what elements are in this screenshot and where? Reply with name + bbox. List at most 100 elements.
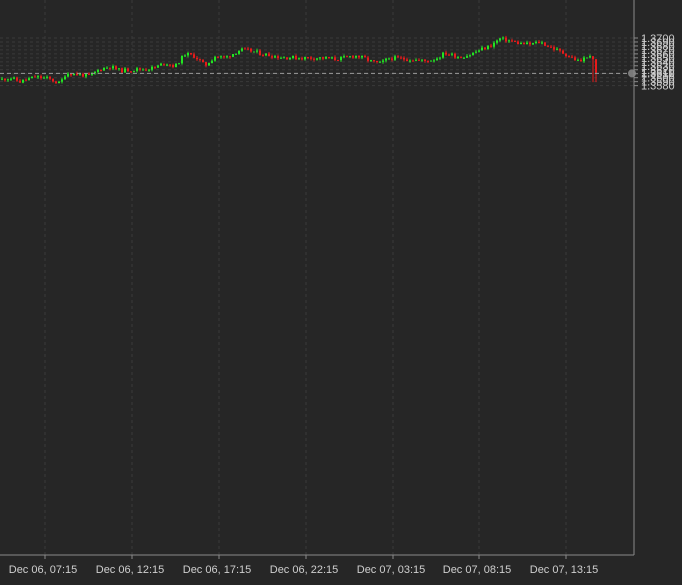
candle-body <box>385 58 387 61</box>
candle-body <box>193 54 195 58</box>
candle-body <box>103 67 105 71</box>
y-tick-label: 1.3680 <box>641 41 675 53</box>
candle-body <box>73 73 75 76</box>
candle-body <box>448 54 450 56</box>
candle-body <box>265 53 267 56</box>
candle-body <box>346 56 348 58</box>
candle-body <box>46 76 48 78</box>
candle-body <box>145 69 147 71</box>
candle-body <box>331 57 333 59</box>
y-tick-label: 1.3670 <box>641 45 675 57</box>
candle-body <box>502 37 504 39</box>
candle-body <box>277 56 279 59</box>
candle-body <box>334 57 336 60</box>
candle-body <box>76 73 78 75</box>
candle-body <box>139 68 141 70</box>
candle-body <box>16 77 18 81</box>
candle-body <box>559 48 561 51</box>
y-tick-labels: 1.35801.35901.36001.36101.36201.36301.36… <box>634 33 675 93</box>
candle-body <box>370 60 372 62</box>
y-tick-label: 1.3700 <box>641 33 675 45</box>
candle-body <box>358 55 360 58</box>
candle-body <box>412 60 414 62</box>
candle-body <box>58 81 60 84</box>
candle-body <box>313 58 315 60</box>
candle-body <box>310 57 312 59</box>
candle-body <box>40 76 42 79</box>
candle-body <box>547 45 549 47</box>
candle-body <box>511 40 513 42</box>
candle-body <box>280 57 282 59</box>
candle-body <box>454 53 456 58</box>
candle-body <box>535 41 537 44</box>
candle-body <box>499 38 501 41</box>
candle-body <box>136 68 138 71</box>
candle-body <box>292 55 294 58</box>
candle-body <box>421 59 423 61</box>
candle-body <box>214 56 216 61</box>
candle-body <box>163 63 165 65</box>
grid <box>0 0 634 555</box>
candle-body <box>19 80 21 83</box>
candle-body <box>316 58 318 60</box>
candle-body <box>130 71 132 73</box>
candle-body <box>250 48 252 52</box>
y-tick-label: 1.3650 <box>641 53 675 65</box>
candle-body <box>226 56 228 58</box>
candles <box>1 35 597 85</box>
candle-body <box>127 68 129 72</box>
candle-body <box>115 66 117 70</box>
candle-body <box>238 50 240 54</box>
candle-body <box>382 60 384 62</box>
candle-body <box>565 53 567 57</box>
candle-body <box>97 70 99 72</box>
candle-body <box>244 48 246 50</box>
x-tick-label: Dec 06, 12:15 <box>96 564 165 576</box>
candle-body <box>304 56 306 60</box>
current-price-label: 1.3611 <box>641 67 674 79</box>
candle-body <box>262 55 264 57</box>
x-tick-label: Dec 06, 17:15 <box>183 564 252 576</box>
candle-body <box>445 52 447 55</box>
candle-body <box>307 56 309 58</box>
candle-body <box>433 60 435 62</box>
candle-body <box>568 56 570 58</box>
candle-body <box>400 57 402 59</box>
candle-body <box>286 57 288 60</box>
candle-body <box>172 64 174 68</box>
candle-body <box>481 47 483 51</box>
candle-body <box>202 60 204 63</box>
candle-body <box>424 59 426 61</box>
candle-body <box>28 78 30 80</box>
candle-body <box>4 78 6 81</box>
candle-body <box>550 46 552 48</box>
candle-body <box>328 57 330 59</box>
candle-body <box>355 55 357 58</box>
candle-body <box>85 73 87 77</box>
candle-body <box>181 55 183 64</box>
candle-body <box>259 50 261 56</box>
candle-body <box>373 60 375 62</box>
candle-body <box>109 67 111 69</box>
candle-body <box>151 66 153 70</box>
y-tick-label: 1.3580 <box>641 81 675 93</box>
y-tick-label: 1.3600 <box>641 73 675 85</box>
candle-body <box>484 47 486 50</box>
candle-body <box>430 60 432 62</box>
candle-body <box>217 56 219 58</box>
candle-body <box>106 67 108 69</box>
candle-body <box>586 57 588 59</box>
candle-body <box>472 52 474 56</box>
y-tick-label: 1.3590 <box>641 77 675 89</box>
candle-body <box>187 52 189 56</box>
candle-body <box>439 57 441 59</box>
candle-body <box>199 59 201 61</box>
y-tick-label: 1.3690 <box>641 37 675 49</box>
candle-body <box>562 50 564 54</box>
candle-body <box>406 59 408 61</box>
candle-body <box>553 47 555 50</box>
candle-body <box>427 60 429 62</box>
candle-body <box>82 73 84 77</box>
